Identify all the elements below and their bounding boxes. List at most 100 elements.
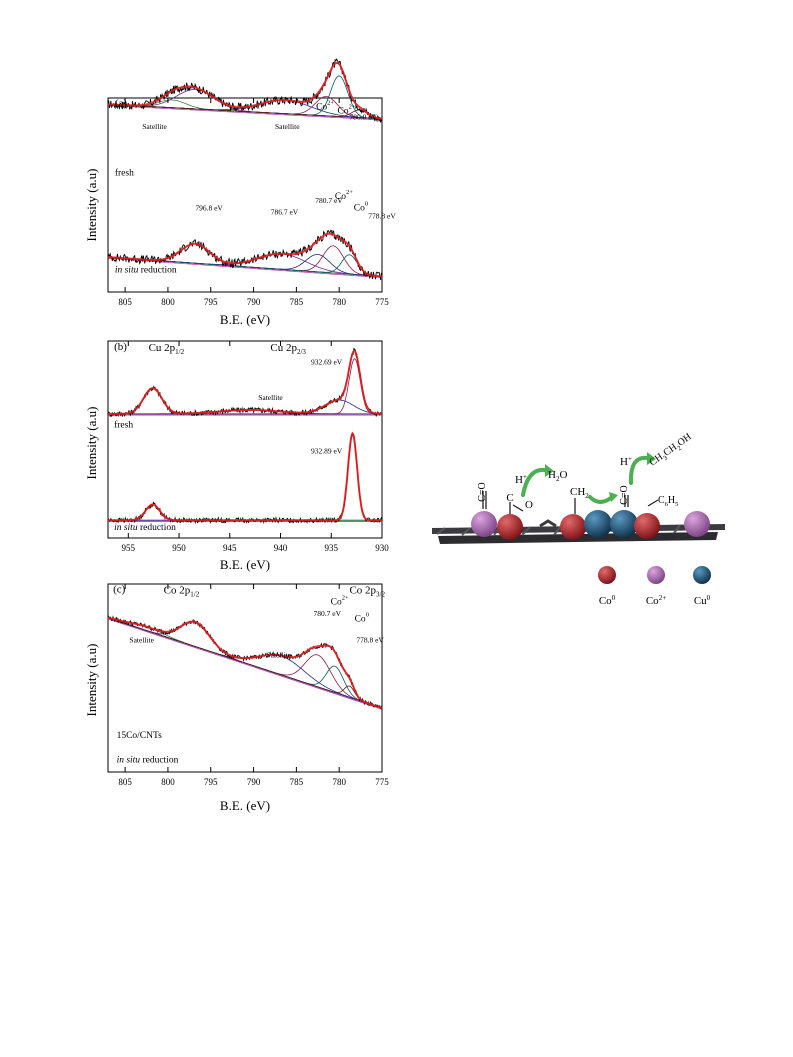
annotation-label: (b): [114, 341, 127, 353]
x-tick-label: 800: [161, 297, 175, 307]
panel-b-spectra: [107, 347, 383, 525]
adsorbate-o: O: [525, 499, 533, 511]
panel-a-fit-envelopes: [108, 61, 383, 278]
annotation-label: Cu 2p2/3: [270, 342, 306, 356]
legend-label-co2plus: Co2+: [646, 594, 666, 607]
x-tick-label: 945: [223, 543, 237, 553]
x-tick-label: 955: [122, 543, 136, 553]
fit-envelope: [108, 431, 382, 522]
panel-a-x-ticks: 805 800 795 790 785 780 775: [118, 98, 389, 307]
panel-c-fit-envelopes: [107, 616, 383, 710]
annotation-label: 932.89 eV: [311, 446, 343, 455]
xps-panel-b: Intensity (a.u) 955 950 945 940 935 930 (b) Cu…: [84, 340, 389, 572]
panel-a-spectra: [107, 58, 383, 281]
annotation-label: Co0: [354, 201, 368, 214]
h-plus-label-2: H+: [620, 455, 632, 468]
fit-component-curve: [108, 103, 382, 120]
background-line-2: [107, 618, 383, 710]
fit-envelope: [108, 232, 383, 278]
adsorbate-ch2: CH2: [570, 486, 589, 500]
x-tick-label: 785: [290, 297, 304, 307]
panel-c-plot-frame: [107, 583, 383, 773]
x-tick-label: 800: [161, 777, 175, 787]
panel-a-plot-frame: [107, 97, 383, 293]
panel-b-fitted-components: [108, 358, 382, 521]
annotation-label: Co 2p1/2: [164, 584, 200, 598]
panel-c-y-axis-label: Intensity (a.u): [84, 644, 99, 717]
annotation-label: Satellite: [129, 635, 154, 644]
x-tick-label: 780: [332, 777, 346, 787]
x-tick-label: 795: [204, 297, 218, 307]
fit-envelope: [108, 350, 382, 415]
legend-label-co0: Co0: [599, 594, 616, 607]
panel-b-plot-frame: [107, 340, 383, 539]
annotation-label: 780.7 eV: [315, 196, 343, 205]
annotation-label: 778.8 eV: [356, 635, 384, 644]
annotation-label: 786.7 eV: [271, 207, 299, 216]
panel-b-y-axis-label: Intensity (a.u): [84, 407, 99, 480]
legend-swatch-cu0: [693, 566, 711, 584]
annotation-label: Cu 2p1/2: [149, 342, 185, 356]
co2plus-atom: [471, 511, 497, 537]
legend-swatch-co0: [598, 566, 616, 584]
adsorbate-bonds: [482, 491, 659, 514]
x-tick-label: 805: [118, 297, 132, 307]
cu0-atom: [610, 510, 638, 538]
x-tick-label: 935: [325, 543, 339, 553]
x-tick-label: 930: [375, 543, 389, 553]
arrow-heads: [545, 452, 656, 502]
x-tick-label: 790: [247, 297, 261, 307]
annotation-label: Co2+: [316, 100, 334, 113]
annotation-label: Satellite: [275, 122, 300, 131]
annotation-label: 780.0 eV: [349, 112, 377, 121]
scheme-legend: Co0 Co2+ Cu0: [598, 566, 711, 607]
annotation-label: 932.69 eV: [311, 358, 343, 367]
annotation-label: in situ reduction: [115, 266, 177, 276]
water-label: H2O: [548, 469, 567, 483]
legend-swatch-co2plus: [647, 566, 665, 584]
annotation-label: fresh: [115, 168, 134, 179]
co2plus-atom: [684, 511, 710, 537]
x-tick-label: 805: [118, 777, 132, 787]
annotation-label: Co2+: [331, 595, 349, 608]
annotation-label: 778.8 eV: [368, 211, 396, 220]
annotation-label: (a): [115, 98, 128, 110]
annotation-label: Satellite: [142, 122, 167, 131]
panel-c-x-axis-label: B.E. (eV): [220, 798, 270, 813]
panel-b-annotations: (b) Cu 2p1/2 Cu 2p2/3 932.69 eV Satellite fre…: [114, 341, 343, 533]
background-line-2: [107, 105, 383, 121]
adsorbate-c-eq-o-1: C=O: [477, 482, 488, 502]
x-tick-label: 775: [375, 777, 389, 787]
panel-b-x-ticks: 955 950 945 940 935 930: [122, 341, 389, 553]
panel-a-x-axis-label: B.E. (eV): [220, 312, 270, 327]
annotation-label: Co0: [355, 612, 369, 625]
annotation-label: in situ reduction: [117, 756, 179, 766]
adsorbate-c-eq-o-2: C=O: [619, 485, 630, 505]
x-tick-label: 790: [247, 777, 261, 787]
fit-envelope: [107, 616, 383, 710]
annotation-label: Co2+: [337, 104, 355, 117]
cu0-atom: [584, 510, 612, 538]
h-plus-label-1: H+: [515, 473, 527, 486]
fit-envelope: [108, 61, 383, 120]
catalyst-reaction-scheme: C=O C O CH2 C=O C6H5 H+ H2O H+ CH3CH2OH …: [432, 431, 725, 607]
x-tick-label: 785: [290, 777, 304, 787]
panel-c-x-ticks: 805 800 795 790 785 780 775: [118, 584, 389, 787]
annotation-label: fresh: [114, 420, 133, 431]
x-tick-label: 780: [332, 297, 346, 307]
adsorbate-c: C: [506, 492, 513, 504]
xps-panel-a: Intensity (a.u) 805 800 795 790 785 780 775 (a…: [84, 58, 397, 327]
panel-a-y-axis-label: Intensity (a.u): [84, 169, 99, 242]
ethanol-label: CH3CH2OH: [647, 431, 694, 470]
x-tick-label: 795: [204, 777, 218, 787]
panel-b-x-axis-label: B.E. (eV): [220, 557, 270, 572]
annotation-label: Satellite: [266, 650, 291, 659]
fit-component-curve: [108, 399, 382, 415]
background-line-2: [107, 257, 383, 279]
x-tick-label: 940: [274, 543, 288, 553]
co0-atom: [497, 514, 523, 540]
fit-component-curve: [108, 358, 382, 415]
